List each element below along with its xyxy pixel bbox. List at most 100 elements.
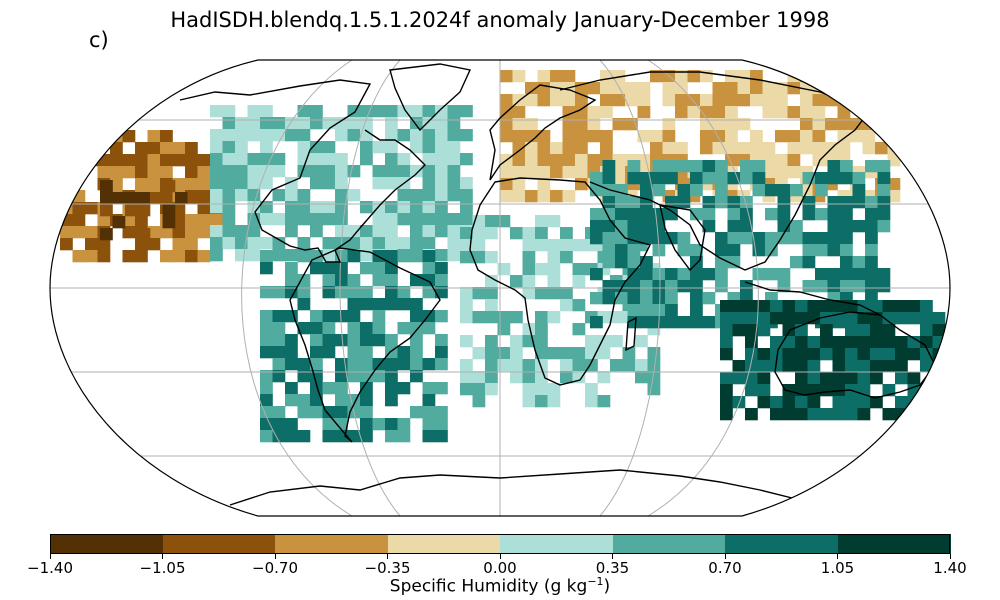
anomaly-cell — [297, 406, 311, 419]
anomaly-cell — [135, 214, 148, 227]
anomaly-cell — [610, 311, 623, 324]
anomaly-cell — [185, 226, 198, 239]
anomaly-cell — [297, 189, 311, 202]
anomaly-cell — [782, 336, 796, 349]
anomaly-cell — [297, 298, 311, 311]
anomaly-cell — [410, 105, 423, 118]
anomaly-cell — [895, 360, 908, 373]
anomaly-cell — [820, 312, 833, 325]
anomaly-cell — [920, 336, 933, 349]
anomaly-cell — [247, 177, 261, 190]
anomaly-cell — [100, 180, 113, 193]
anomaly-cell — [832, 372, 846, 385]
anomaly-cell — [757, 324, 771, 337]
anomaly-cell — [790, 184, 803, 197]
anomaly-cell — [322, 262, 336, 275]
anomaly-cell — [732, 396, 746, 409]
anomaly-cell — [745, 300, 758, 313]
anomaly-cell — [700, 94, 713, 107]
anomaly-cell — [360, 346, 373, 359]
anomaly-cell — [222, 177, 236, 190]
anomaly-cell — [385, 298, 398, 311]
anomaly-cell — [865, 220, 878, 233]
anomaly-cell — [160, 250, 173, 263]
anomaly-cell — [160, 130, 173, 143]
panel-label: c) — [89, 28, 109, 52]
anomaly-cell — [135, 178, 148, 191]
anomaly-cell — [802, 208, 816, 221]
anomaly-cell — [877, 172, 891, 185]
anomaly-cell — [882, 312, 896, 325]
anomaly-cell — [510, 227, 523, 240]
anomaly-cell — [827, 220, 841, 233]
anomaly-cell — [222, 153, 236, 166]
anomaly-cell — [615, 292, 628, 305]
anomaly-cell — [675, 106, 688, 119]
anomaly-cell — [410, 370, 423, 383]
anomaly-cell — [775, 94, 788, 107]
anomaly-cell — [715, 232, 728, 245]
anomaly-cell — [875, 82, 888, 95]
anomaly-cell — [862, 94, 876, 107]
anomaly-cell — [322, 177, 336, 190]
anomaly-cell — [932, 384, 946, 397]
anomaly-cell — [272, 286, 286, 299]
anomaly-cell — [627, 244, 641, 257]
anomaly-cell — [410, 334, 423, 347]
colorbar-segment — [500, 534, 613, 554]
anomaly-cell — [72, 130, 86, 143]
anomaly-cell — [397, 153, 411, 166]
anomaly-cell — [322, 274, 336, 287]
anomaly-cell — [347, 189, 361, 202]
anomaly-cell — [397, 298, 411, 311]
anomaly-cell — [297, 322, 311, 335]
anomaly-cell — [837, 130, 851, 143]
anomaly-cell — [247, 237, 261, 250]
anomaly-cell — [550, 94, 563, 107]
colorbar-border — [50, 534, 950, 554]
anomaly-cell — [422, 165, 436, 178]
anomaly-cell — [560, 359, 573, 372]
colorbar-tick-label: 1.40 — [933, 559, 967, 577]
anomaly-cell — [782, 312, 796, 325]
anomaly-cell — [497, 323, 511, 336]
anomaly-cell — [385, 225, 398, 238]
anomaly-cell — [737, 118, 751, 131]
anomaly-cell — [575, 166, 588, 179]
anomaly-cell — [372, 418, 386, 431]
anomaly-cell — [410, 250, 423, 263]
anomaly-cell — [800, 142, 813, 155]
anomaly-cell — [627, 208, 641, 221]
anomaly-cell — [397, 237, 411, 250]
anomaly-cell — [727, 220, 741, 233]
colorbar-segment — [50, 534, 163, 554]
anomaly-cell — [447, 153, 461, 166]
coast-africa — [469, 177, 652, 386]
anomaly-cell — [285, 213, 298, 226]
anomaly-cell — [757, 312, 771, 325]
anomaly-cell — [335, 382, 348, 395]
anomaly-cell — [560, 299, 573, 312]
anomaly-cell — [640, 280, 653, 293]
anomaly-cell — [97, 130, 111, 143]
anomaly-cell — [590, 172, 603, 185]
anomaly-cell — [260, 117, 273, 130]
anomaly-cell — [197, 178, 211, 191]
anomaly-cell — [720, 372, 733, 385]
anomaly-cell — [637, 106, 651, 119]
anomaly-cell — [310, 165, 323, 178]
anomaly-cell — [435, 117, 448, 130]
anomaly-cell — [360, 262, 373, 275]
anomaly-cell — [612, 118, 626, 131]
anomaly-cell — [562, 130, 576, 143]
anomaly-cell — [297, 201, 311, 214]
anomaly-cell — [690, 172, 703, 185]
anomaly-cell — [72, 226, 86, 239]
anomaly-cell — [147, 130, 161, 143]
anomaly-cell — [472, 311, 486, 324]
anomaly-cell — [920, 300, 933, 313]
anomaly-cell — [525, 118, 538, 131]
anomaly-cell — [865, 244, 878, 257]
anomaly-cell — [575, 106, 588, 119]
anomaly-cell — [372, 370, 386, 383]
